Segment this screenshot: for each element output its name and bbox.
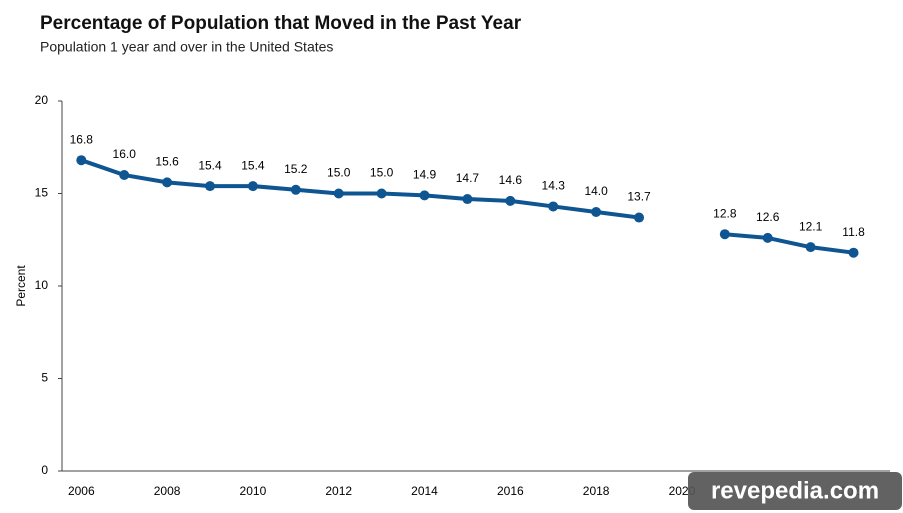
point (591, 207, 602, 217)
data-label: 12.6 (756, 210, 780, 224)
line (80, 158, 640, 220)
data-label: 12.8 (713, 206, 737, 220)
y-tick-label: 20 (35, 93, 49, 107)
y-axis-label: Percent (14, 265, 28, 307)
x-tick-label: 2006 (68, 484, 95, 498)
point (205, 181, 216, 192)
data-label: 11.8 (842, 225, 865, 239)
point (805, 242, 816, 253)
chart-title: Percentage of Population that Moved in t… (40, 13, 522, 34)
point (762, 232, 773, 243)
point (376, 188, 387, 199)
point (848, 247, 859, 258)
data-label: 15.0 (370, 166, 394, 180)
watermark: revepedia.com (711, 477, 879, 504)
point (548, 201, 559, 212)
data-label: 16.0 (113, 147, 137, 161)
x-tick-label: 2010 (240, 484, 267, 498)
data-label: 15.0 (327, 166, 351, 180)
y-tick-label: 15 (35, 186, 49, 200)
data-label: 14.7 (456, 171, 480, 185)
point (290, 184, 301, 195)
watermark-box (688, 472, 902, 510)
point (505, 195, 516, 206)
point (247, 181, 258, 192)
data-label: 14.0 (584, 184, 608, 198)
data-label: 14.9 (413, 168, 437, 182)
data-label: 15.6 (155, 155, 179, 169)
point (76, 155, 87, 166)
point (162, 177, 173, 188)
data-label: 14.6 (499, 173, 523, 187)
x-tick-label: 2016 (497, 484, 524, 498)
y-tick-label: 0 (41, 463, 48, 477)
point (634, 212, 645, 223)
y-tick-label: 10 (35, 278, 49, 292)
data-label: 15.2 (284, 162, 308, 176)
point (719, 229, 730, 240)
y-tick-label: 5 (41, 371, 48, 385)
data-label: 13.7 (627, 190, 651, 204)
line (724, 232, 854, 255)
x-tick-label: 2008 (154, 484, 181, 498)
data-label: 14.3 (542, 179, 566, 193)
point (333, 188, 344, 199)
x-tick-label: 2018 (583, 484, 610, 498)
x-tick-label: 2012 (325, 484, 352, 498)
point (419, 190, 430, 201)
data-label: 15.4 (198, 158, 222, 172)
point (119, 170, 130, 180)
data-label: 12.1 (799, 219, 823, 233)
data-label: 16.8 (70, 132, 94, 146)
chart-subtitle: Population 1 year and over in the United… (40, 39, 333, 55)
point (462, 194, 473, 205)
data-label: 15.4 (241, 158, 265, 172)
x-tick-label: 2014 (411, 484, 438, 498)
